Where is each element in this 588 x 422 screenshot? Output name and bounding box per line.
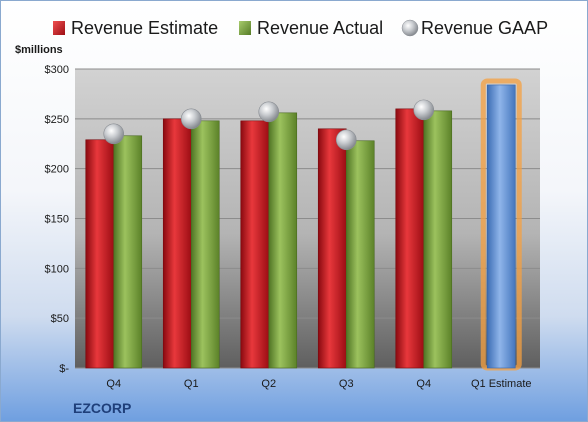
x-tick-label: Q4 (416, 378, 431, 390)
y-tick-label: $250 (45, 114, 69, 126)
legend-revenue-gaap-label: Revenue GAAP (421, 18, 548, 38)
y-tick-label: $150 (45, 214, 69, 226)
bar-revenue-estimate (240, 120, 270, 369)
bar-revenue-estimate (395, 108, 425, 369)
marker-revenue-gaap (180, 108, 202, 130)
y-axis-unit-label: $millions (15, 44, 63, 56)
marker-revenue-gaap (413, 99, 435, 121)
bar-q1-estimate (486, 84, 516, 369)
bar-revenue-actual (345, 140, 375, 369)
x-tick-label: Q1 (184, 378, 199, 390)
legend-revenue-actual-swatch (239, 21, 251, 35)
y-tick-label: $200 (45, 164, 69, 176)
legend-revenue-actual-label: Revenue Actual (257, 18, 383, 38)
bar-revenue-actual (423, 110, 453, 369)
y-tick-label: $50 (51, 313, 69, 325)
x-tick-label: Q3 (339, 378, 354, 390)
legend-revenue-estimate-swatch (53, 21, 65, 35)
legend-revenue-gaap-swatch (401, 19, 419, 37)
y-tick-label: $- (59, 363, 69, 375)
marker-revenue-gaap (335, 129, 357, 151)
legend-revenue-estimate-label: Revenue Estimate (71, 18, 218, 38)
y-tick-label: $100 (45, 263, 69, 275)
bar-revenue-estimate (162, 118, 192, 369)
bar-revenue-actual (268, 112, 298, 369)
bar-revenue-estimate (85, 139, 115, 369)
x-tick-label: Q1 Estimate (471, 378, 532, 390)
x-tick-label: Q2 (261, 378, 276, 390)
bar-revenue-actual (113, 135, 143, 369)
x-tick-label: Q4 (106, 378, 121, 390)
marker-revenue-gaap (258, 101, 280, 123)
marker-revenue-gaap (103, 123, 125, 145)
company-label: EZCORP (73, 400, 131, 416)
bar-revenue-actual (190, 120, 220, 369)
bar-revenue-estimate (317, 128, 347, 369)
y-tick-label: $300 (45, 64, 69, 76)
